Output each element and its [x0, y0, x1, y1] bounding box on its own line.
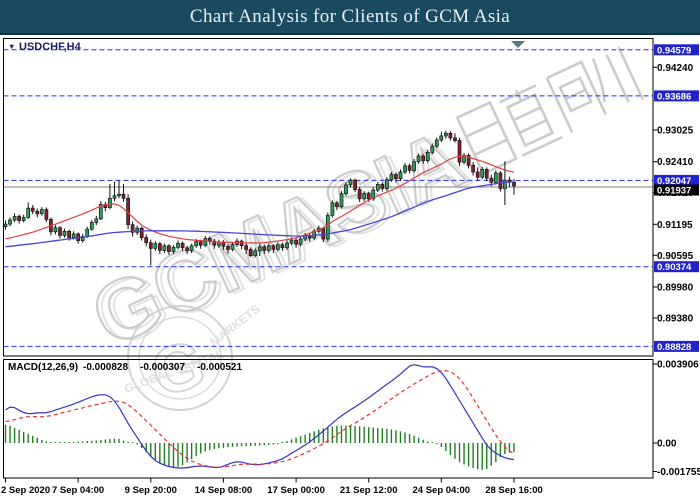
price-level-badge-label: 0.94579	[657, 45, 691, 56]
symbol-timeframe-label: USDCHF,H4	[19, 41, 82, 53]
chart-dropdown-triangle-icon: ▼	[8, 42, 15, 51]
macd-axis-label: 0.003906	[657, 360, 699, 371]
price-tick-label: 0.93025	[657, 126, 694, 137]
watermark-cjk-glyphs	[455, 46, 645, 176]
last-bar-marker	[511, 41, 525, 48]
ma-fast-line	[5, 155, 515, 244]
candles-layer	[3, 130, 516, 266]
macd-signal-line	[5, 369, 515, 468]
time-axis-label: 28 Sep 16:00	[485, 485, 543, 496]
macd-main-line	[5, 364, 515, 469]
price-tick-label: 0.94240	[657, 63, 694, 74]
price-tick-label: 0.92410	[657, 157, 694, 168]
macd-header: MACD(12,26,9) -0.000828 -0.000307 -0.000521	[8, 362, 242, 373]
macd-axis: 0.003906 0.00 -0.001755	[653, 360, 700, 478]
time-axis-label: 14 Sep 08:00	[195, 485, 253, 496]
macd-indicator-label: MACD(12,26,9)	[8, 362, 78, 373]
price-level-badge	[654, 340, 699, 352]
time-axis-label: 21 Sep 12:00	[340, 485, 398, 496]
level-lines	[3, 49, 653, 347]
current-price-badge-label: 0.91937	[657, 186, 691, 197]
time-axis-label: 17 Sep 00:00	[267, 485, 325, 496]
time-axis-label: 9 Sep 20:00	[125, 485, 177, 496]
time-axis-label: 7 Sep 04:00	[52, 485, 104, 496]
time-axis-label: 2 Sep 2020	[1, 485, 50, 496]
macd-panel-border	[3, 359, 654, 479]
price-tick-label: 0.90595	[657, 251, 694, 262]
title-bar: Chart Analysis for Clients of GCM Asia	[0, 0, 700, 35]
page-title: Chart Analysis for Clients of GCM Asia	[189, 5, 511, 27]
ma-slow-line	[5, 181, 515, 248]
price-level-badge-label: 0.92047	[657, 176, 691, 187]
macd-axis-label: -0.001755	[657, 467, 700, 478]
price-level-badge	[654, 174, 699, 186]
price-level-badge	[654, 90, 699, 102]
macd-value: -0.000521	[197, 362, 242, 373]
macd-value: -0.000828	[83, 362, 128, 373]
price-level-badge-label: 0.88828	[657, 342, 691, 353]
price-tick-label: 0.89380	[657, 314, 694, 325]
price-level-badge-label: 0.90374	[657, 262, 692, 273]
current-price-badge	[654, 184, 699, 196]
price-level-badge	[654, 44, 699, 56]
price-level-badge-label: 0.93686	[657, 91, 691, 102]
time-axis-label: 24 Sep 04:00	[413, 485, 471, 496]
price-axis: 0.942400.930250.924100.918100.911950.905…	[653, 44, 699, 353]
main-panel-border	[3, 38, 654, 357]
price-level-badge	[654, 261, 699, 273]
macd-histogram	[4, 424, 515, 470]
price-tick-label: 0.91195	[657, 220, 693, 231]
price-tick-label: 0.89980	[657, 283, 694, 294]
time-axis: 2 Sep 2020 7 Sep 04:00 9 Sep 20:00 14 Sep 0…	[1, 478, 543, 496]
macd-value: -0.000307	[140, 362, 185, 373]
macd-axis-label: 0.00	[657, 439, 677, 450]
